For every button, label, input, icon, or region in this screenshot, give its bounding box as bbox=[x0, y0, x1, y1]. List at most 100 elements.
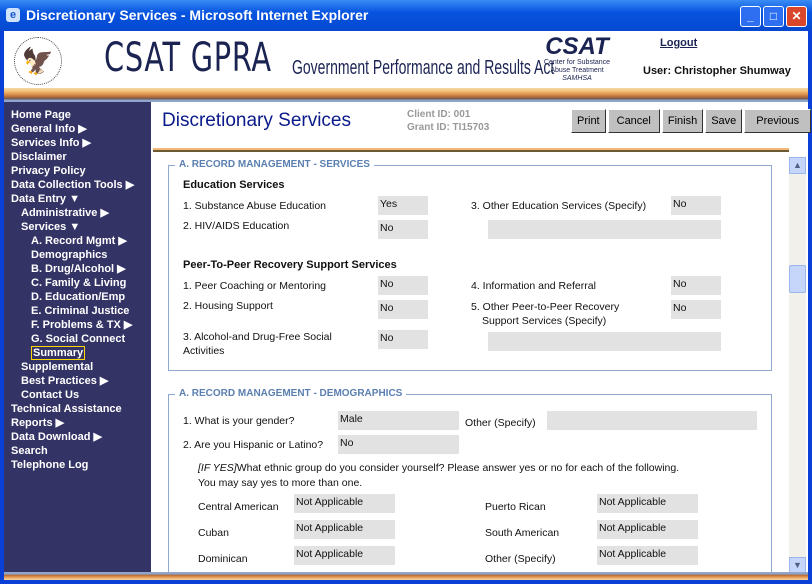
browser-content: 🦅 CSAT GPRA Government Performance and R… bbox=[4, 31, 812, 580]
q-hispanic: 2. Are you Hispanic or Latino? bbox=[183, 439, 324, 451]
cancel-button[interactable]: Cancel bbox=[607, 109, 660, 133]
cuban-field[interactable]: Not Applicable bbox=[294, 520, 395, 539]
q-substance-abuse-education: 1. Substance Abuse Education bbox=[183, 200, 327, 212]
sidebar-item[interactable]: Summary bbox=[11, 346, 151, 360]
sidebar-item-label: General Info ▶ bbox=[11, 123, 87, 135]
sidebar-item-label: Data Entry ▼ bbox=[11, 193, 80, 205]
education-heading: Education Services bbox=[183, 179, 285, 191]
form-content: A. RECORD MANAGEMENT - SERVICES Educatio… bbox=[151, 157, 789, 574]
q-peer-coaching: 1. Peer Coaching or Mentoring bbox=[183, 280, 326, 292]
sidebar-item[interactable]: Search bbox=[11, 444, 151, 458]
csat-logo: CSAT Center for Substance Abuse Treatment S… bbox=[543, 33, 611, 83]
print-button[interactable]: Print bbox=[571, 109, 606, 133]
header-stripes bbox=[4, 88, 808, 102]
q-hiv-aids-education: 2. HIV/AIDS Education bbox=[183, 220, 290, 232]
hispanic-field[interactable]: No bbox=[338, 435, 459, 454]
sidebar-item[interactable]: Disclaimer bbox=[11, 150, 151, 164]
housing-support-field[interactable]: No bbox=[378, 300, 428, 319]
sidebar-item-label: B. Drug/Alcohol ▶ bbox=[31, 263, 126, 275]
ethnic-instructions: [IF YES]What ethnic group do you conside… bbox=[198, 462, 680, 489]
close-button[interactable]: ✕ bbox=[786, 6, 807, 27]
label-dominican: Dominican bbox=[198, 553, 248, 565]
q-gender: 1. What is your gender? bbox=[183, 415, 295, 427]
sidebar-item[interactable]: Home Page bbox=[11, 108, 151, 122]
other-peer-specify-field[interactable] bbox=[488, 332, 721, 351]
minimize-button[interactable]: _ bbox=[740, 6, 761, 27]
other-education-specify-field[interactable] bbox=[488, 220, 721, 239]
sidebar-item[interactable]: Telephone Log bbox=[11, 458, 151, 472]
sidebar-item[interactable]: D. Education/Emp bbox=[11, 290, 151, 304]
footer-stripes bbox=[4, 572, 808, 580]
section-legend: A. RECORD MANAGEMENT - DEMOGRAPHICS bbox=[175, 388, 407, 399]
sidebar-nav: Home Page General Info ▶ Services Info ▶ Di… bbox=[4, 102, 151, 574]
peer-coaching-field[interactable]: No bbox=[378, 276, 428, 295]
maximize-button[interactable]: □ bbox=[763, 6, 784, 27]
puerto-rican-field[interactable]: Not Applicable bbox=[597, 494, 698, 513]
sidebar-item[interactable]: C. Family & Living bbox=[11, 276, 151, 290]
other-specify-label: Other (Specify) bbox=[465, 417, 536, 429]
information-referral-field[interactable]: No bbox=[671, 276, 721, 295]
hiv-aids-education-field[interactable]: No bbox=[378, 220, 428, 239]
sidebar-item[interactable]: General Info ▶ bbox=[11, 122, 151, 136]
central-american-field[interactable]: Not Applicable bbox=[294, 494, 395, 513]
window-title-bar: e Discretionary Services - Microsoft Int… bbox=[0, 0, 812, 31]
other-ethnic-field[interactable]: Not Applicable bbox=[597, 546, 698, 565]
sidebar-item[interactable]: Administrative ▶ bbox=[11, 206, 151, 220]
sidebar-item-label: Services Info ▶ bbox=[11, 137, 91, 149]
brand-subtitle: Government Performance and Results Act bbox=[292, 57, 555, 79]
sidebar-item[interactable]: Data Entry ▼ bbox=[11, 192, 151, 206]
sidebar-item[interactable]: Services Info ▶ bbox=[11, 136, 151, 150]
substance-abuse-education-field[interactable]: Yes bbox=[378, 196, 428, 215]
peer-heading: Peer-To-Peer Recovery Support Services bbox=[183, 259, 397, 271]
grant-id: Grant ID: TI15703 bbox=[407, 122, 490, 133]
dominican-field[interactable]: Not Applicable bbox=[294, 546, 395, 565]
sidebar-item-label: A. Record Mgmt ▶ bbox=[31, 235, 127, 247]
sidebar-item-label: G. Social Connect bbox=[31, 333, 126, 345]
user-label: User: Christopher Shumway bbox=[643, 65, 791, 77]
label-central-american: Central American bbox=[198, 501, 279, 513]
gender-field[interactable]: Male bbox=[338, 411, 459, 430]
main-panel: Discretionary Services Client ID: 001 Gr… bbox=[151, 102, 812, 574]
sidebar-item[interactable]: Best Practices ▶ bbox=[11, 374, 151, 388]
social-activities-field[interactable]: No bbox=[378, 330, 428, 349]
sidebar-item[interactable]: E. Criminal Justice bbox=[11, 304, 151, 318]
sidebar-item[interactable]: Technical Assistance bbox=[11, 402, 151, 416]
sidebar-item-label: Supplemental bbox=[21, 361, 94, 373]
gender-other-field[interactable] bbox=[547, 411, 757, 430]
logout-link[interactable]: Logout bbox=[660, 37, 698, 49]
sidebar-item[interactable]: B. Drug/Alcohol ▶ bbox=[11, 262, 151, 276]
sidebar-item-label: C. Family & Living bbox=[31, 277, 127, 289]
toolbar: Print Cancel Finish Save Previous bbox=[571, 109, 812, 133]
label-other-ethnic: Other (Specify) bbox=[485, 553, 556, 565]
sidebar-item-label: Administrative ▶ bbox=[21, 207, 109, 219]
scroll-up-arrow-icon[interactable]: ▲ bbox=[789, 157, 806, 174]
scroll-thumb[interactable] bbox=[789, 265, 806, 293]
sidebar-item-label: Services ▼ bbox=[21, 221, 81, 233]
sidebar-item[interactable]: Contact Us bbox=[11, 388, 151, 402]
south-american-field[interactable]: Not Applicable bbox=[597, 520, 698, 539]
sidebar-item[interactable]: G. Social Connect bbox=[11, 332, 151, 346]
sidebar-item[interactable]: Supplemental bbox=[11, 360, 151, 374]
sidebar-item[interactable]: Reports ▶ bbox=[11, 416, 151, 430]
sidebar-item[interactable]: Data Collection Tools ▶ bbox=[11, 178, 151, 192]
sidebar-item[interactable]: Privacy Policy bbox=[11, 164, 151, 178]
label-puerto-rican: Puerto Rican bbox=[485, 501, 546, 513]
other-peer-field[interactable]: No bbox=[671, 300, 721, 319]
sidebar-item[interactable]: Services ▼ bbox=[11, 220, 151, 234]
sidebar-item-label: F. Problems & TX ▶ bbox=[31, 319, 133, 331]
ids: Client ID: 001 Grant ID: TI15703 bbox=[407, 108, 489, 134]
vertical-scrollbar[interactable]: ▲ ▼ bbox=[789, 157, 806, 574]
divider bbox=[153, 148, 789, 152]
sidebar-item[interactable]: Data Download ▶ bbox=[11, 430, 151, 444]
client-id: Client ID: 001 bbox=[407, 109, 471, 120]
sidebar-item[interactable]: F. Problems & TX ▶ bbox=[11, 318, 151, 332]
sidebar-item-label: Telephone Log bbox=[11, 459, 89, 471]
save-button[interactable]: Save bbox=[705, 109, 743, 133]
label-south-american: South American bbox=[485, 527, 560, 539]
previous-button[interactable]: Previous bbox=[744, 109, 812, 133]
finish-button[interactable]: Finish bbox=[661, 109, 704, 133]
sidebar-item[interactable]: Demographics bbox=[11, 248, 151, 262]
other-education-field[interactable]: No bbox=[671, 196, 721, 215]
window-title: Discretionary Services - Microsoft Inter… bbox=[26, 7, 369, 23]
sidebar-item[interactable]: A. Record Mgmt ▶ bbox=[11, 234, 151, 248]
